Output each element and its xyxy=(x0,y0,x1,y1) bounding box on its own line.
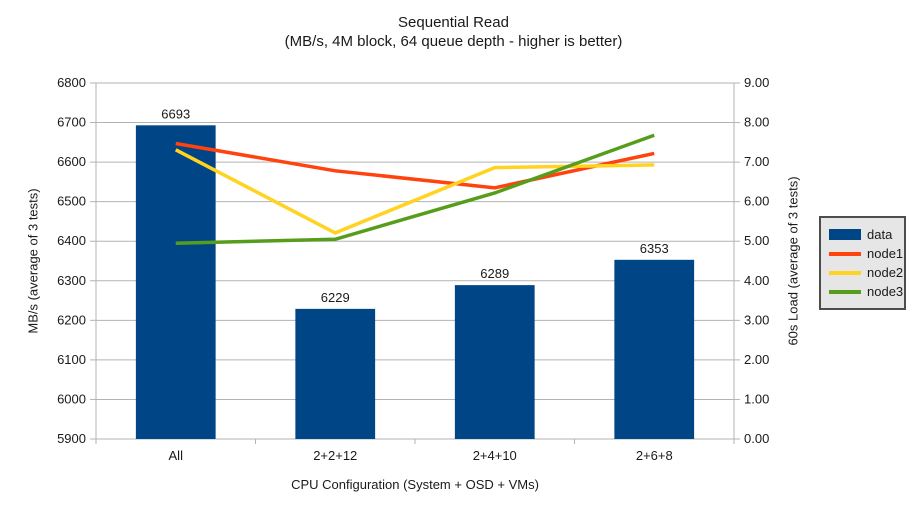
right-axis-tick-label: 1.00 xyxy=(744,391,769,406)
left-axis-tick-label: 6600 xyxy=(57,154,86,169)
bar-2+4+10 xyxy=(454,285,535,439)
left-axis-tick-label: 6400 xyxy=(57,233,86,248)
bar-2+2+12 xyxy=(295,308,376,439)
left-axis-tick-label: 6200 xyxy=(57,312,86,327)
bar-2+6+8 xyxy=(614,259,695,439)
right-axis-tick-label: 2.00 xyxy=(744,352,769,367)
line-node1 xyxy=(175,141,655,190)
legend-label: data xyxy=(867,227,893,242)
right-axis-tick-label: 7.00 xyxy=(744,154,769,169)
legend-label: node3 xyxy=(867,284,904,299)
x-axis-category-label: 2+2+12 xyxy=(313,448,357,463)
legend-swatch-node2 xyxy=(829,270,861,275)
x-axis-category-label: All xyxy=(169,448,184,463)
bar-value-label: 6289 xyxy=(480,266,509,281)
right-axis-tick-label: 3.00 xyxy=(744,312,769,327)
right-axis-tick-label: 9.00 xyxy=(744,75,769,90)
left-axis-tick-label: 6300 xyxy=(57,273,86,288)
left-axis-tick-label: 6500 xyxy=(57,194,86,209)
right-axis-tick-label: 6.00 xyxy=(744,194,769,209)
legend: data node1 node2 node3 xyxy=(819,216,906,310)
legend-label: node2 xyxy=(867,265,904,280)
left-axis-tick-label: 6700 xyxy=(57,115,86,130)
left-axis-tick-label: 6000 xyxy=(57,391,86,406)
right-axis-tick-label: 8.00 xyxy=(744,115,769,130)
legend-item-node1: node1 xyxy=(829,244,903,263)
legend-swatch-node1 xyxy=(829,251,861,256)
bar-All xyxy=(135,125,216,439)
chart-subtitle: (MB/s, 4M block, 64 queue depth - higher… xyxy=(284,33,623,50)
left-axis-tick-label: 6800 xyxy=(57,75,86,90)
legend-swatch-node3 xyxy=(829,289,861,294)
right-axis-tick-label: 5.00 xyxy=(744,233,769,248)
right-axis-tick-label: 4.00 xyxy=(744,273,769,288)
line-node2 xyxy=(174,148,655,235)
title-block: Sequential Read (MB/s, 4M block, 64 queu… xyxy=(0,13,907,51)
legend-item-node3: node3 xyxy=(829,282,903,301)
legend-label: node1 xyxy=(867,246,904,261)
right-axis-tick-label: 0.00 xyxy=(744,431,769,446)
legend-swatch-data xyxy=(829,229,861,240)
line-node3 xyxy=(175,133,655,245)
bar-value-label: 6693 xyxy=(161,106,190,121)
x-axis-category-label: 2+6+8 xyxy=(636,448,673,463)
chart-title: Sequential Read xyxy=(398,14,509,31)
legend-item-data: data xyxy=(829,225,898,244)
x-axis-category-label: 2+4+10 xyxy=(473,448,517,463)
bar-value-label: 6353 xyxy=(640,241,669,256)
left-axis-tick-label: 6100 xyxy=(57,352,86,367)
bar-value-label: 6229 xyxy=(321,290,350,305)
legend-item-node2: node2 xyxy=(829,263,903,282)
left-axis-tick-label: 5900 xyxy=(57,431,86,446)
x-axis-title: CPU Configuration (System + OSD + VMs) xyxy=(291,477,539,492)
